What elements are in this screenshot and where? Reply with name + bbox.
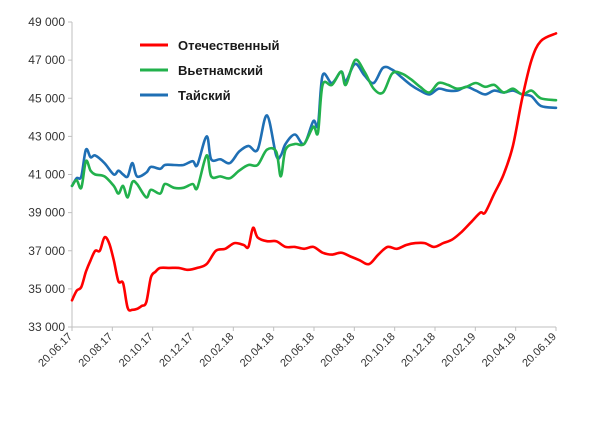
series-otechestvennyi-line bbox=[70, 32, 558, 312]
y-tick-label: 45 000 bbox=[28, 91, 65, 105]
y-tick-label: 47 000 bbox=[28, 53, 65, 67]
x-tick-label: 20.06.18 bbox=[278, 331, 317, 370]
x-tick-label: 20.12.18 bbox=[399, 331, 438, 370]
y-tick-label: 43 000 bbox=[28, 129, 65, 143]
x-tick-label: 20.10.17 bbox=[117, 331, 156, 370]
x-axis: 20.06.17 20.08.17 20.10.17 20.12.17 20.02.18… bbox=[36, 326, 559, 370]
series-vietnamskii-line bbox=[70, 58, 558, 199]
y-tick-label: 39 000 bbox=[28, 206, 65, 220]
legend-label-series-taiskii: Тайский bbox=[178, 88, 231, 103]
legend: Отечественный Вьетнамский Тайский bbox=[140, 38, 279, 103]
series-lines bbox=[70, 32, 558, 312]
y-tick-label: 37 000 bbox=[28, 244, 65, 258]
x-tick-label: 20.06.17 bbox=[36, 331, 75, 370]
y-axis: 33 000 35 000 37 000 39 000 41 000 43 000 45 0… bbox=[28, 15, 73, 334]
x-tick-label: 20.08.17 bbox=[77, 331, 116, 370]
y-tick-label: 49 000 bbox=[28, 15, 65, 29]
y-tick-label: 41 000 bbox=[28, 168, 65, 182]
x-tick-label: 20.06.19 bbox=[520, 331, 559, 370]
legend-label-series-vietnamskii: Вьетнамский bbox=[178, 63, 263, 78]
legend-label-series-otechestvennyi: Отечественный bbox=[178, 38, 279, 53]
x-tick-label: 20.12.17 bbox=[157, 331, 196, 370]
series-taiskii-line bbox=[70, 62, 558, 188]
y-tick-label: 35 000 bbox=[28, 282, 65, 296]
y-tick-label: 33 000 bbox=[28, 320, 65, 334]
x-tick-label: 20.02.18 bbox=[198, 331, 237, 370]
x-tick-label: 20.04.18 bbox=[238, 331, 277, 370]
x-tick-label: 20.08.18 bbox=[319, 331, 358, 370]
x-tick-label: 20.02.19 bbox=[440, 331, 479, 370]
x-tick-label: 20.10.18 bbox=[359, 331, 398, 370]
x-tick-label: 20.04.19 bbox=[480, 331, 519, 370]
